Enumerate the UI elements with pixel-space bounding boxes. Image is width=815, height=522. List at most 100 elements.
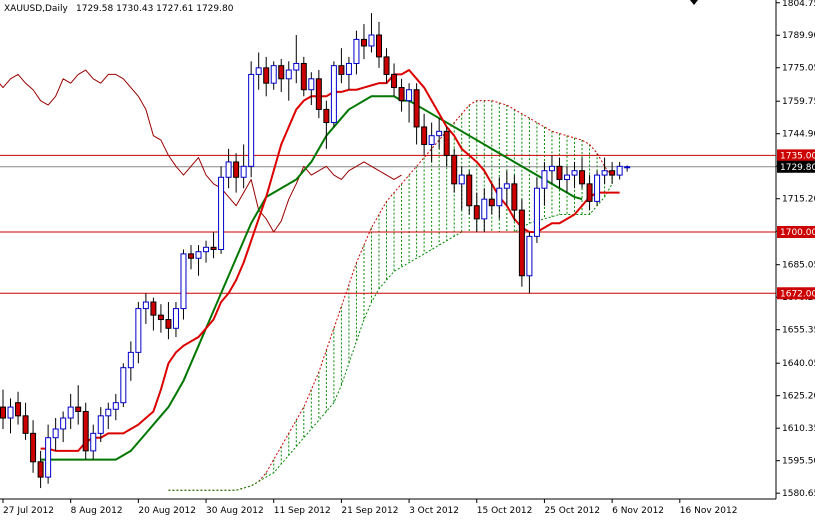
bull-candle [436, 130, 443, 137]
time-tick-label: 16 Nov 2012 [680, 506, 738, 516]
horizontal-levels [0, 154, 776, 294]
bull-candle [142, 301, 149, 310]
time-tick-label: 27 Jul 2012 [3, 506, 54, 516]
bull-candle [481, 198, 488, 220]
bull-candle [406, 89, 413, 102]
time-tick-label: 3 Oct 2012 [409, 506, 459, 516]
corner-arrow [690, 0, 698, 5]
bear-candle [263, 67, 270, 84]
ichimoku-cloud [168, 100, 613, 491]
bear-candle [451, 154, 458, 185]
chikou-span-line [0, 69, 402, 233]
bear-candle [82, 410, 89, 452]
bull-candle [571, 170, 578, 176]
bear-candle [0, 406, 6, 419]
bull-candle [90, 432, 97, 452]
time-tick-label: 6 Nov 2012 [612, 506, 664, 516]
bull-candle [240, 165, 247, 178]
level-tag [777, 149, 815, 162]
bull-candle [180, 253, 187, 310]
bull-candle [526, 235, 533, 277]
bull-candle [45, 437, 52, 478]
bull-candle [345, 62, 352, 75]
bear-candle [413, 89, 420, 128]
bull-candle [135, 308, 142, 353]
senkou-span-b [168, 183, 613, 491]
kijun-sen-line [40, 95, 583, 461]
candles [0, 13, 631, 489]
chart-header: XAUUSD,Daily 1729.58 1730.43 1727.61 172… [4, 4, 234, 14]
bull-candle [52, 428, 59, 439]
ohlc-readout: 1729.58 1730.43 1727.61 1729.80 [76, 4, 234, 14]
bear-candle [210, 246, 217, 250]
bull-candle [533, 187, 540, 237]
bull-candle [105, 408, 112, 417]
bull-candle [285, 69, 292, 80]
bull-candle [120, 367, 127, 404]
bear-candle [376, 34, 382, 58]
price-tick-label: 1759.75 [782, 97, 815, 107]
price-tick-label: 1580.65 [782, 489, 815, 499]
senkou-span-a [168, 100, 613, 491]
time-tick-label: 8 Aug 2012 [71, 506, 123, 516]
time-tick-label: 21 Sep 2012 [341, 506, 398, 516]
bull-candle [564, 174, 570, 180]
level-tag-label: 1735.00 [780, 151, 815, 161]
bull-candle [458, 174, 465, 185]
bear-candle [443, 130, 450, 156]
level-tag-label: 1700.00 [780, 228, 815, 238]
time-tick-label: 20 Aug 2012 [138, 506, 196, 516]
bull-candle [7, 406, 14, 419]
bull-candle [496, 187, 503, 207]
price-tags: 1735.00 1700.00 1672.00 1729.80 [777, 149, 815, 300]
bull-candle [60, 417, 67, 430]
bull-candle [293, 62, 300, 71]
bull-candle [203, 246, 210, 253]
bull-candle [428, 135, 435, 145]
bear-candle [30, 432, 37, 463]
bear-candle [360, 38, 367, 47]
bull-candle [308, 78, 315, 91]
bull-candle [67, 406, 74, 419]
shift-arrow-icon [690, 0, 698, 5]
bear-candle [518, 209, 525, 277]
time-axis: 27 Jul 2012 8 Aug 2012 20 Aug 2012 30 Aug 2… [0, 498, 776, 516]
price-tick-label: 1625.20 [782, 392, 815, 402]
price-tick-label: 1744.90 [782, 130, 815, 140]
bear-candle [488, 198, 495, 207]
bear-candle [383, 56, 390, 75]
bull-candle [195, 251, 202, 259]
bull-candle [503, 183, 510, 189]
current-price-tag [777, 160, 815, 173]
bear-candle [165, 319, 172, 329]
bull-candle [601, 170, 608, 176]
bull-candle [112, 402, 119, 410]
bull-candle [330, 65, 337, 124]
bear-candle [466, 174, 473, 207]
price-tick-label: 1715.20 [782, 195, 815, 205]
bear-candle [233, 161, 240, 178]
bull-candle [172, 308, 179, 329]
bull-candle [218, 176, 225, 251]
bear-candle [323, 108, 330, 124]
price-tick-label: 1685.05 [782, 261, 815, 271]
price-tick-label: 1595.50 [782, 457, 815, 467]
bull-candle [548, 165, 555, 172]
bear-candle [15, 402, 22, 417]
bear-candle [157, 314, 164, 321]
bull-candle [353, 38, 360, 64]
bear-candle [22, 415, 29, 434]
price-tick-label: 1610.35 [782, 424, 815, 434]
symbol-label: XAUUSD,Daily [4, 4, 68, 14]
level-tag-label: 1672.00 [780, 289, 815, 299]
bear-candle [37, 461, 44, 478]
bear-candle [398, 87, 405, 102]
bear-candle [315, 78, 322, 110]
bull-candle [225, 161, 232, 178]
bear-candle [150, 301, 157, 316]
bull-candle [255, 67, 262, 75]
price-tick-label: 1640.05 [782, 359, 815, 369]
bear-candle [300, 62, 307, 91]
bull-candle [248, 73, 255, 167]
